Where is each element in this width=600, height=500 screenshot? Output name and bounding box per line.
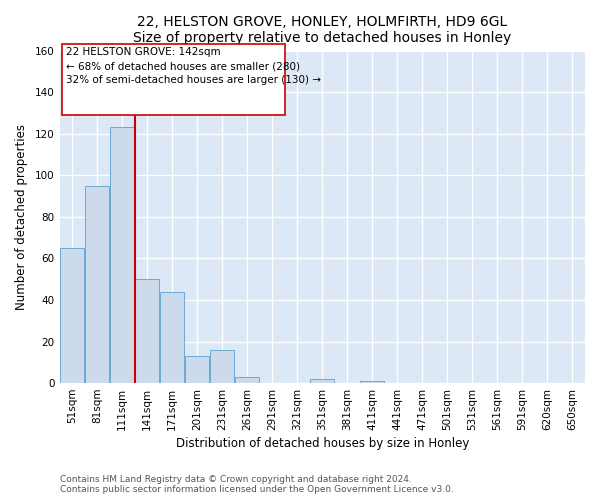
FancyBboxPatch shape bbox=[62, 44, 285, 115]
Title: 22, HELSTON GROVE, HONLEY, HOLMFIRTH, HD9 6GL
Size of property relative to detac: 22, HELSTON GROVE, HONLEY, HOLMFIRTH, HD… bbox=[133, 15, 511, 45]
Bar bbox=[310, 379, 334, 383]
Bar bbox=[85, 186, 109, 383]
Text: 22 HELSTON GROVE: 142sqm
← 68% of detached houses are smaller (280)
32% of semi-: 22 HELSTON GROVE: 142sqm ← 68% of detach… bbox=[66, 48, 321, 86]
Y-axis label: Number of detached properties: Number of detached properties bbox=[15, 124, 28, 310]
Bar bbox=[185, 356, 209, 383]
X-axis label: Distribution of detached houses by size in Honley: Distribution of detached houses by size … bbox=[176, 437, 469, 450]
Bar bbox=[211, 350, 234, 383]
Text: Contains HM Land Registry data © Crown copyright and database right 2024.
Contai: Contains HM Land Registry data © Crown c… bbox=[60, 474, 454, 494]
Bar bbox=[110, 128, 134, 383]
Bar bbox=[160, 292, 184, 383]
Bar bbox=[135, 279, 159, 383]
Bar bbox=[235, 377, 259, 383]
Bar bbox=[361, 381, 384, 383]
Bar bbox=[60, 248, 84, 383]
